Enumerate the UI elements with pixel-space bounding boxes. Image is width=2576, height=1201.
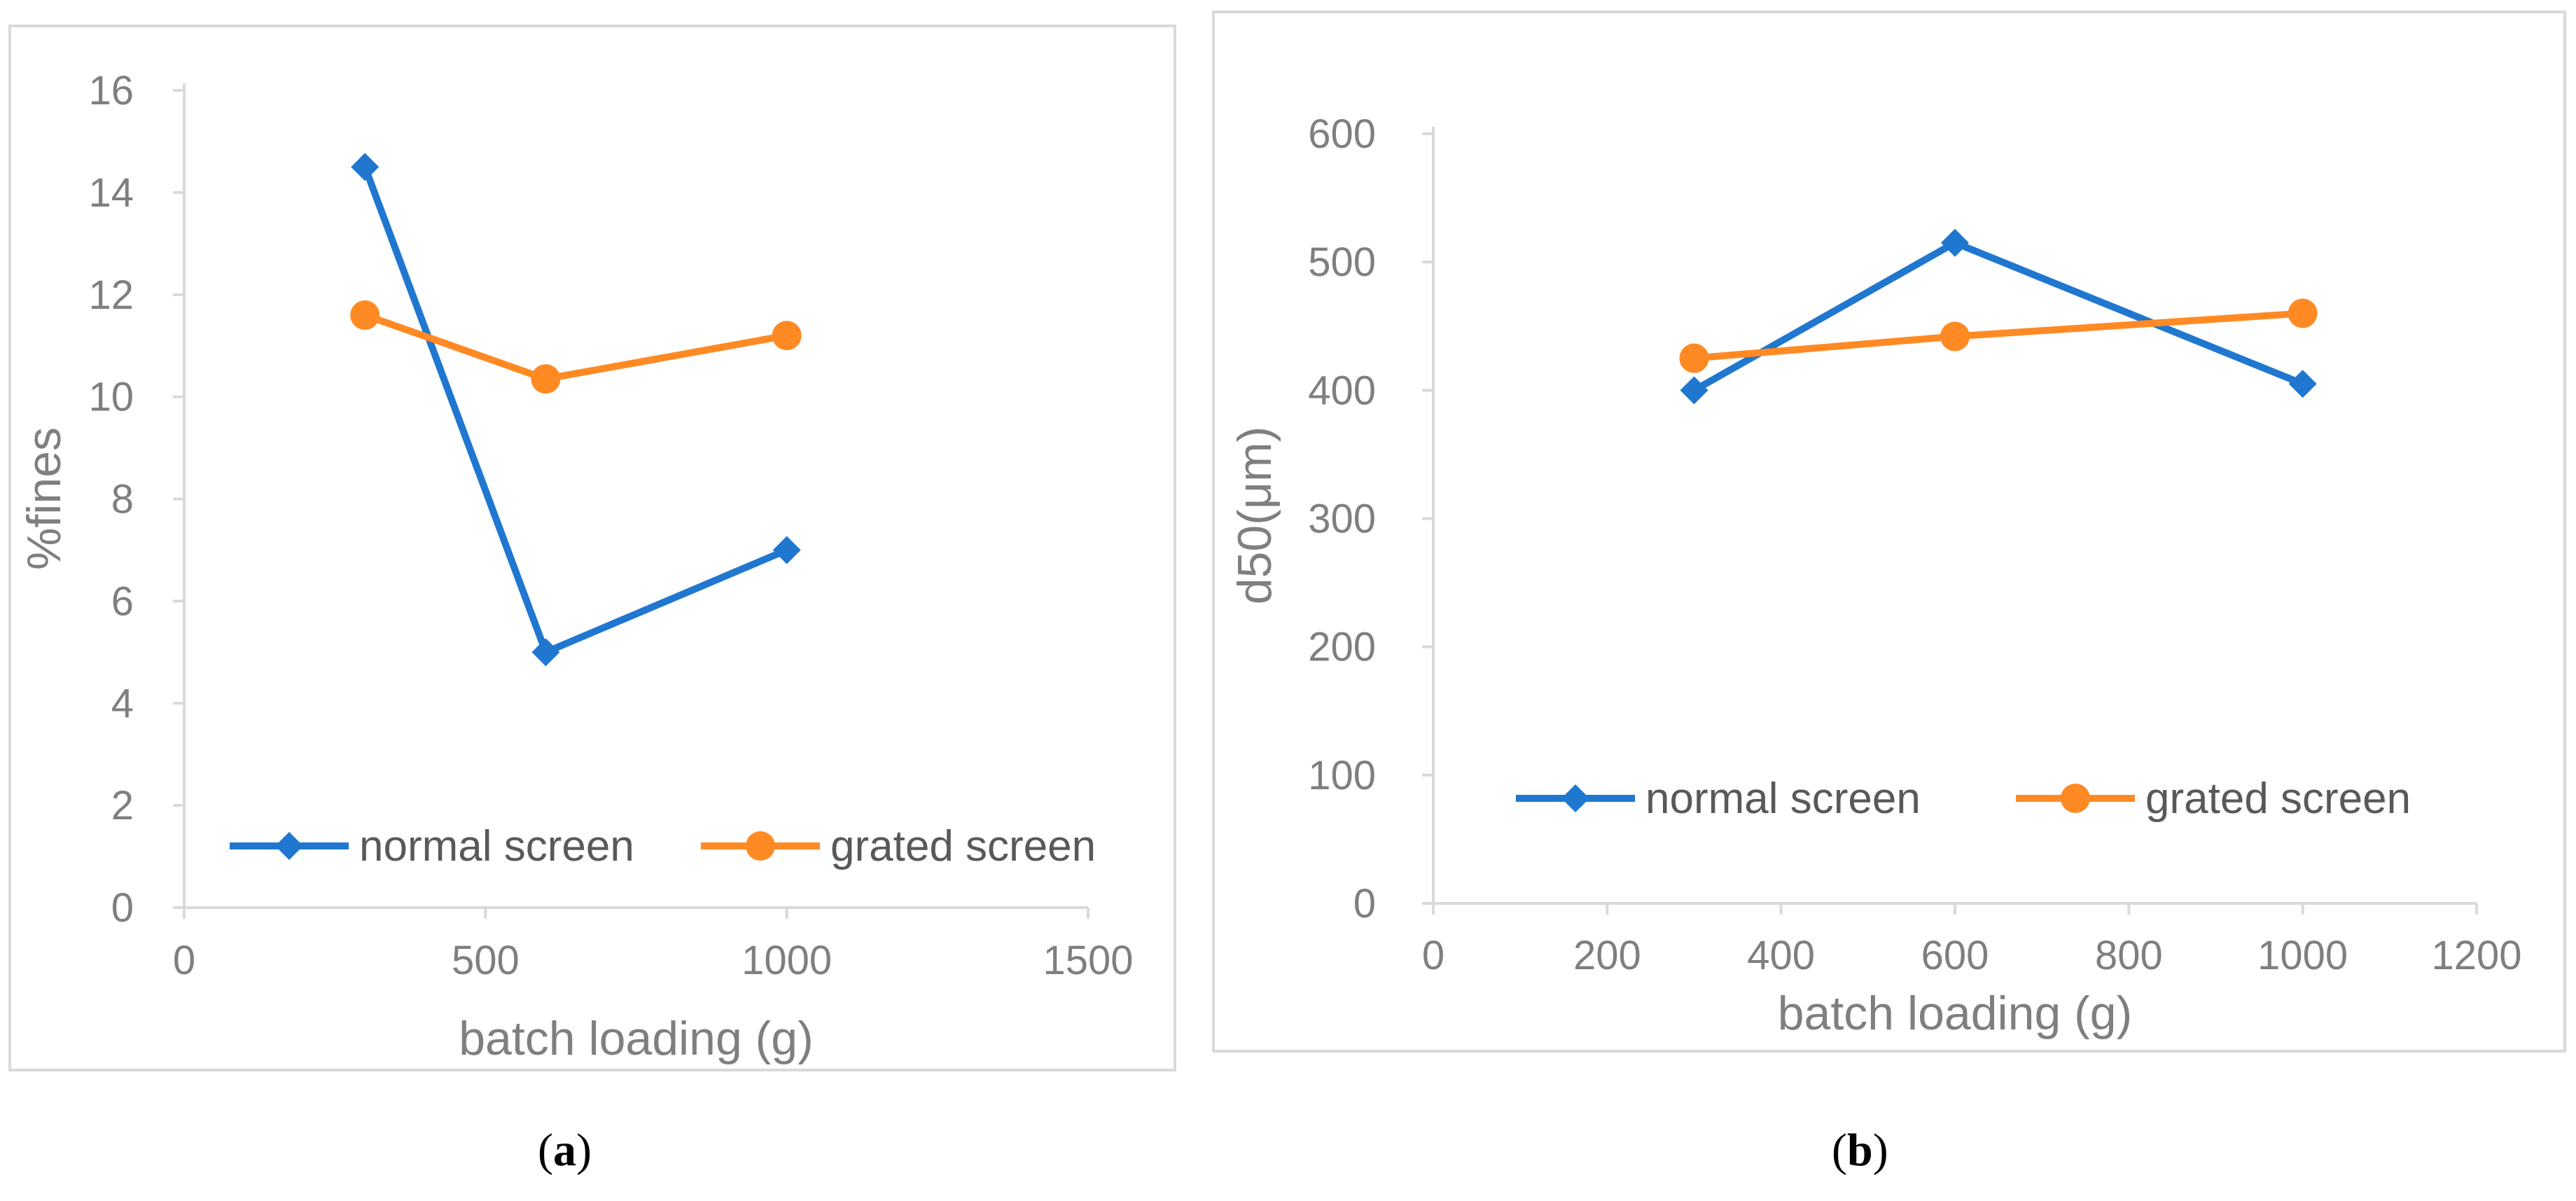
caption-a-close: ) [576, 1125, 592, 1176]
chart-a-x-tick-label: 1000 [742, 938, 832, 983]
chart-b-series-grated [1679, 298, 2318, 373]
chart-a-legend-label-normal: normal screen [359, 822, 634, 870]
chart-a-x-tick-label: 1500 [1043, 938, 1133, 983]
chart-a-line-grated [363, 312, 788, 383]
chart-b-point-normal [2288, 370, 2317, 398]
chart-a-x-tick-label: 0 [173, 938, 195, 983]
caption-b-close: ) [1872, 1125, 1888, 1176]
chart-b-legend-normal: normal screen [1516, 775, 1921, 823]
chart-b-x-tick-label: 200 [1573, 933, 1641, 978]
chart-b-x-tick-label: 400 [1747, 933, 1815, 978]
chart-b-point-grated [1679, 343, 1709, 373]
chart-a-x-tick-label: 500 [452, 938, 520, 983]
chart-b-x-tick-label: 0 [1422, 933, 1444, 978]
chart-b-series-normal [1680, 228, 2317, 405]
chart-b-y-tick-label: 400 [1308, 368, 1376, 413]
caption-b-label: b [1846, 1125, 1873, 1176]
caption-a: (a) [538, 1124, 592, 1177]
chart-b-y-tick-label: 200 [1308, 625, 1376, 670]
chart-b-legend-marker-grated [2061, 784, 2090, 813]
chart-b-x-tick-label: 800 [2095, 933, 2163, 978]
chart-a-svg: 0 2 4 6 8 10 12 14 16 0 500 1000 1500 batch loading (… [18, 68, 1134, 1065]
chart-b-legend-marker-normal [1561, 784, 1589, 812]
chart-a-y-tick-label: 10 [88, 375, 134, 420]
chart-a-y-tick-label: 2 [111, 783, 134, 828]
chart-panel-a: 0 2 4 6 8 10 12 14 16 0 500 1000 1500 batch loading (… [8, 25, 1176, 1071]
chart-b-svg: 0 100 200 300 400 500 600 0 200 400 600 800 1000 1200… [1228, 111, 2522, 1040]
chart-b-x-axis-title: batch loading (g) [1778, 987, 2133, 1040]
chart-b-y-tick-label: 300 [1308, 497, 1376, 542]
chart-a-point-grated [350, 300, 380, 330]
chart-b-legend-label-normal: normal screen [1645, 775, 1921, 823]
chart-b-point-normal [1680, 376, 1708, 405]
chart-b-point-grated [2288, 298, 2318, 328]
chart-a-line-normal [361, 165, 788, 656]
chart-a-legend-grated: grated screen [701, 822, 1096, 870]
chart-b-y-tick-label: 500 [1308, 239, 1376, 285]
caption-a-label: a [552, 1125, 576, 1176]
chart-b-x-tick-label: 1200 [2431, 933, 2521, 978]
chart-a-y-tick-label: 6 [111, 578, 134, 624]
chart-a-y-axis-title: %fines [18, 427, 71, 570]
chart-a-legend-marker-grated [746, 831, 775, 861]
chart-a-y-tick-label: 14 [88, 170, 134, 216]
chart-a-y-tick-label: 12 [88, 272, 134, 318]
chart-a-series-grated [350, 300, 802, 394]
caption-b: (b) [1832, 1124, 1888, 1177]
chart-a-point-normal [772, 536, 801, 564]
chart-b-legend-label-grated: grated screen [2145, 775, 2411, 823]
chart-a-point-grated [531, 364, 561, 394]
chart-a-x-axis-title: batch loading (g) [459, 1012, 814, 1065]
chart-a-point-grated [772, 321, 802, 351]
chart-b-x-tick-label: 1000 [2257, 933, 2348, 978]
caption-b-open: ( [1832, 1125, 1847, 1176]
chart-b-y-axis-title: d50(μm) [1228, 426, 1281, 605]
chart-a-y-tick-label: 0 [111, 885, 134, 931]
chart-b-point-grated [1940, 321, 1970, 352]
chart-a-series-normal [351, 153, 801, 667]
chart-a-point-normal [351, 153, 380, 181]
chart-b-point-normal [1941, 228, 1969, 257]
chart-a-point-normal [531, 638, 560, 667]
chart-a-y-tick-label: 4 [111, 681, 134, 726]
chart-a-legend-normal: normal screen [230, 822, 634, 870]
chart-b-y-tick-label: 100 [1308, 753, 1376, 798]
chart-panel-b: 0 100 200 300 400 500 600 0 200 400 600 800 1000 1200… [1212, 11, 2566, 1053]
chart-a-legend-marker-normal [275, 832, 303, 860]
chart-b-x-tick-label: 600 [1921, 933, 1989, 978]
caption-a-open: ( [538, 1125, 553, 1176]
chart-a-y-tick-label: 16 [88, 68, 134, 113]
chart-b-y-tick-label: 600 [1308, 111, 1376, 157]
chart-b-y-tick-label: 0 [1353, 881, 1376, 926]
chart-b-legend-grated: grated screen [2016, 775, 2411, 823]
chart-a-y-tick-label: 8 [111, 477, 134, 522]
chart-a-legend-label-grated: grated screen [830, 822, 1096, 870]
